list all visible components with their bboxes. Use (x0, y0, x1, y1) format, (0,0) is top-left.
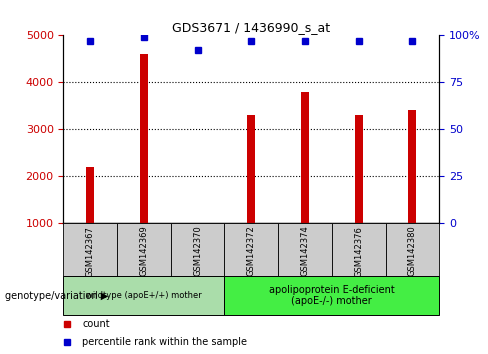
Bar (63, 223, 117, 276)
Text: GSM142367: GSM142367 (86, 226, 95, 276)
Title: GDS3671 / 1436990_s_at: GDS3671 / 1436990_s_at (172, 21, 330, 34)
Text: genotype/variation ▶: genotype/variation ▶ (5, 291, 108, 301)
Bar (140, 54, 148, 223)
Bar (171, 223, 224, 276)
Bar (301, 92, 309, 223)
Bar (386, 223, 439, 276)
Text: GSM142369: GSM142369 (140, 226, 148, 276)
Bar (332, 223, 386, 276)
Text: GSM142370: GSM142370 (193, 226, 202, 276)
Text: apolipoprotein E-deficient
(apoE-/-) mother: apolipoprotein E-deficient (apoE-/-) mot… (269, 285, 395, 307)
Bar (117, 223, 171, 276)
Text: wildtype (apoE+/+) mother: wildtype (apoE+/+) mother (86, 291, 202, 300)
Bar (86, 167, 94, 223)
Text: GSM142380: GSM142380 (408, 226, 417, 276)
Bar (63, 276, 224, 315)
Bar (247, 115, 255, 223)
Bar (224, 276, 439, 315)
Text: GSM142374: GSM142374 (301, 226, 309, 276)
Text: count: count (82, 319, 110, 329)
Text: GSM142376: GSM142376 (354, 226, 363, 276)
Text: GSM142372: GSM142372 (247, 226, 256, 276)
Bar (194, 223, 202, 268)
Bar (278, 223, 332, 276)
Bar (224, 223, 278, 276)
Text: percentile rank within the sample: percentile rank within the sample (82, 337, 247, 347)
Bar (408, 110, 416, 223)
Bar (355, 115, 363, 223)
